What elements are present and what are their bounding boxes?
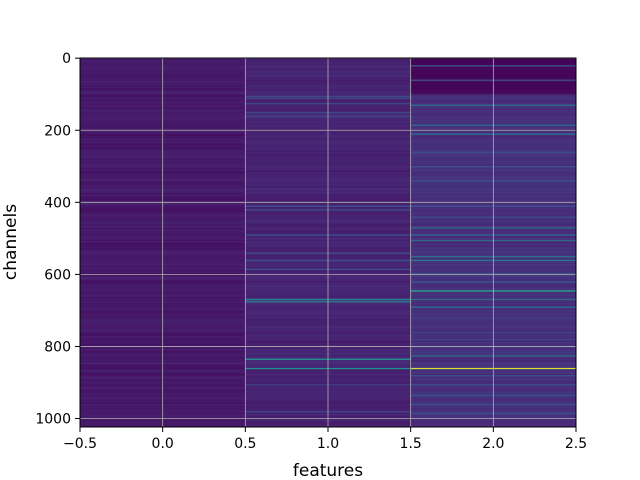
x-axis-label: features — [293, 461, 363, 480]
x-tick-label: 1.0 — [317, 436, 339, 452]
x-tick-label: −0.5 — [63, 436, 97, 452]
x-tick-label: 2.5 — [565, 436, 587, 452]
y-tick-label: 1000 — [35, 412, 71, 428]
y-tick-label: 800 — [44, 339, 71, 355]
x-tick-label: 2.0 — [482, 436, 504, 452]
y-tick-label: 600 — [44, 267, 71, 283]
x-tick-label: 1.5 — [400, 436, 422, 452]
x-tick-label: 0.5 — [234, 436, 256, 452]
x-tick-label: 0.0 — [152, 436, 174, 452]
y-tick-label: 400 — [44, 195, 71, 211]
y-axis-ticks: 0 200 400 600 800 1000 — [35, 51, 80, 428]
y-axis-label: channels — [1, 204, 21, 280]
y-tick-label: 0 — [62, 51, 71, 67]
y-tick-label: 200 — [44, 123, 71, 139]
x-axis-ticks: −0.5 0.0 0.5 1.0 1.5 2.0 2.5 — [63, 427, 587, 452]
